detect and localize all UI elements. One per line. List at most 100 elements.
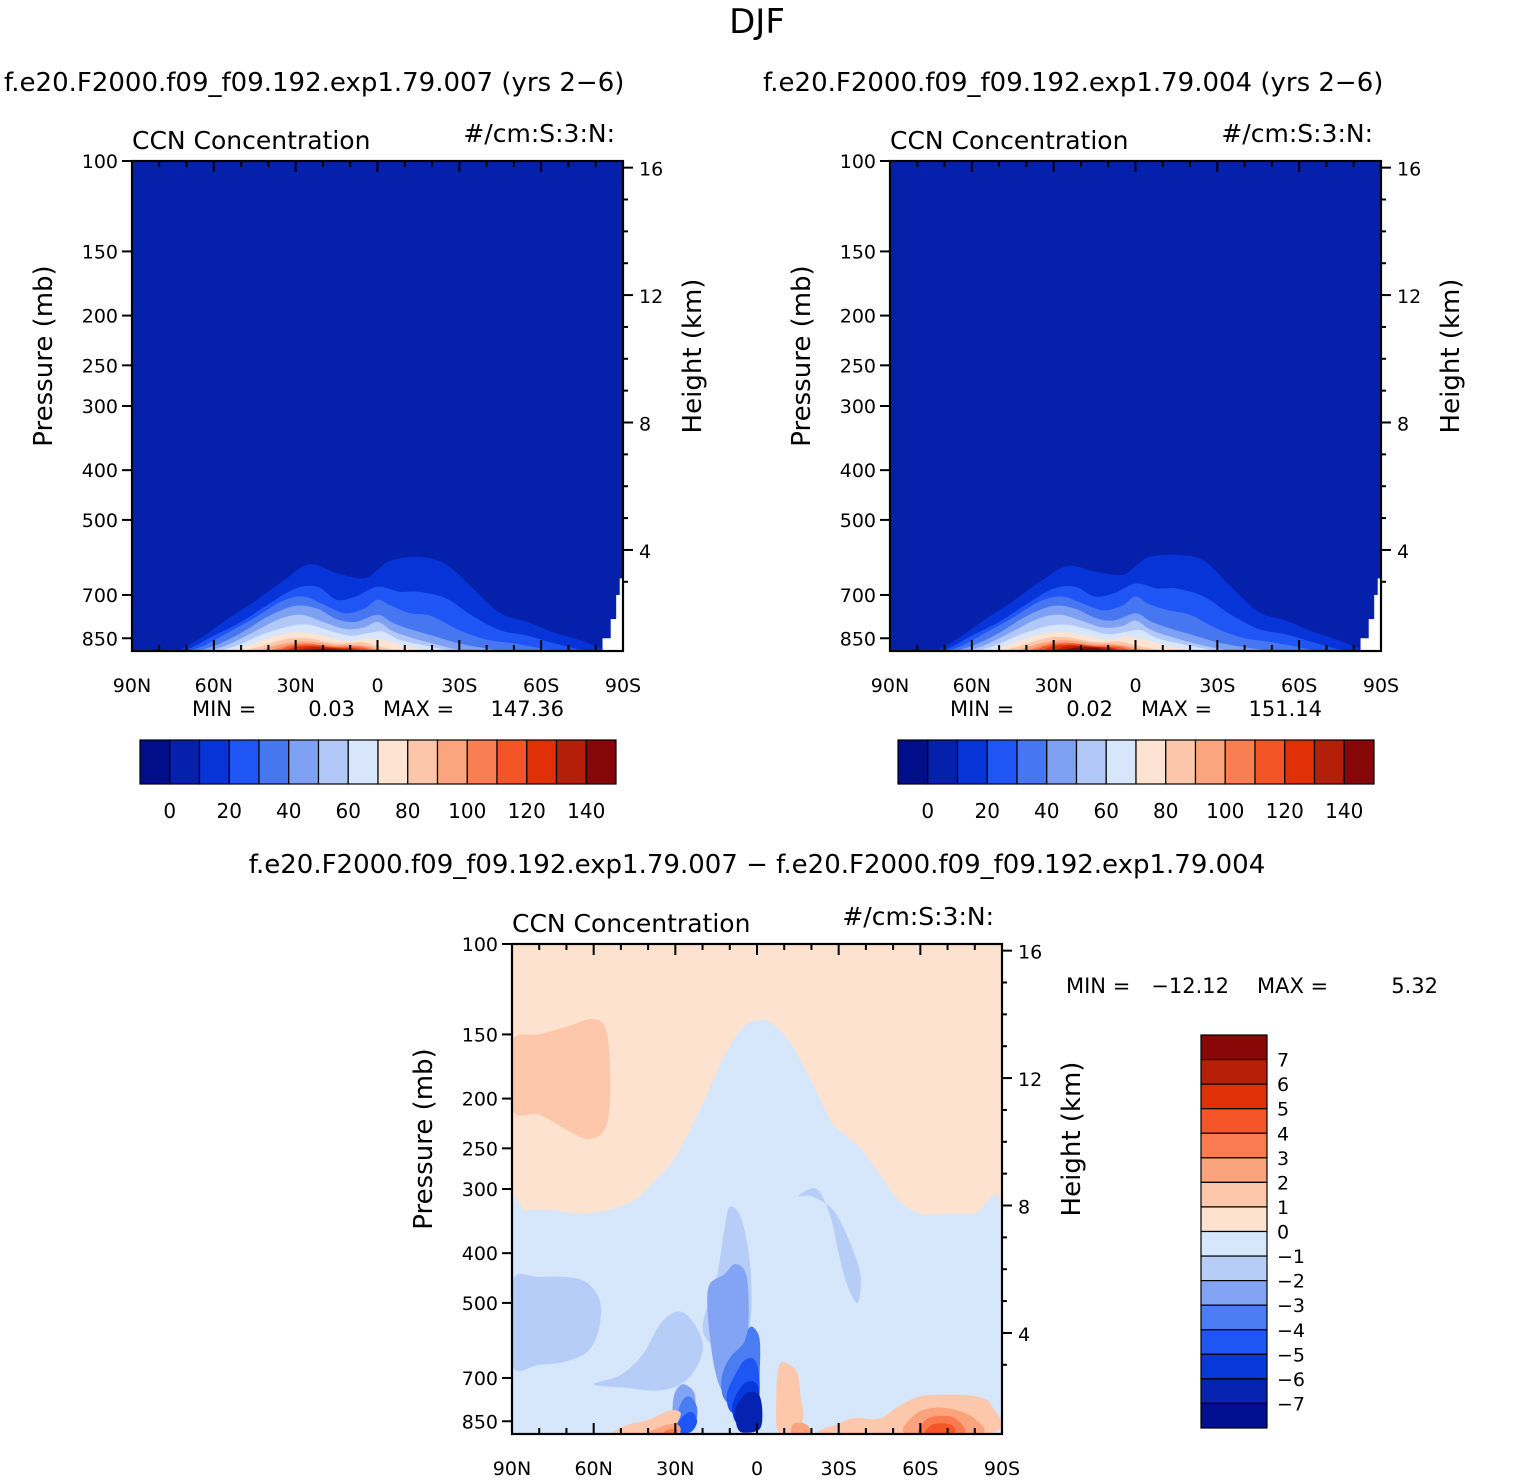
- height-tick-label: 8: [639, 414, 651, 436]
- colorbar-swatch: [1224, 739, 1256, 785]
- colorbar-label: −3: [1277, 1295, 1305, 1317]
- y-tick-label: 700: [840, 585, 876, 607]
- missing-data: [1377, 578, 1381, 651]
- colorbar-swatch: [1194, 739, 1226, 785]
- colorbar-swatch: [1200, 1280, 1268, 1306]
- y-tick-label: 200: [462, 1089, 498, 1111]
- colorbar-label: 140: [1325, 799, 1363, 823]
- y-tick-label: 250: [82, 355, 118, 377]
- colorbar-difference: −7−6 −5−4 −3−2 −10 1 23 45 67: [1200, 1034, 1305, 1429]
- x-tick-label: 60S: [902, 1458, 938, 1480]
- y-tick-label: 150: [462, 1024, 498, 1046]
- colorbar-swatch: [1200, 1378, 1268, 1405]
- max-label: MAX =: [383, 697, 454, 721]
- colorbar-label: −1: [1277, 1246, 1305, 1268]
- colorbar-swatch: [466, 739, 498, 785]
- colorbar-swatch: [1200, 1108, 1268, 1134]
- y-tick-label: 300: [82, 396, 118, 418]
- colorbar-swatch: [317, 739, 349, 785]
- stats-difference: MIN = −12.12 MAX = 5.32: [1066, 974, 1438, 998]
- y-tick-label: 400: [462, 1243, 498, 1265]
- plot-area-difference: [512, 944, 1002, 1434]
- y-tick-label: 400: [840, 460, 876, 482]
- x-tick-label: 90S: [984, 1458, 1020, 1480]
- colorbar-label: 6: [1277, 1074, 1289, 1096]
- contour-band: [512, 1019, 1002, 1434]
- stats-case2: MIN = 0.02 MAX = 151.14: [950, 697, 1322, 721]
- colorbar-swatch: [1105, 739, 1137, 785]
- colorbar-swatch: [258, 739, 290, 785]
- x-tick-label: 30S: [821, 1458, 857, 1480]
- height-tick-label: 4: [1397, 541, 1409, 563]
- contour-band: [734, 1391, 763, 1433]
- x-tick-label: 60S: [1281, 675, 1317, 697]
- colorbar-label: 20: [975, 799, 1000, 823]
- x-tick-label: 90N: [871, 675, 909, 697]
- height-tick-label: 12: [639, 286, 663, 308]
- difference-title: f.e20.F2000.f09_f09.192.exp1.79.007 − f.…: [248, 850, 1266, 880]
- colorbar-label: 0: [1277, 1222, 1289, 1244]
- panel-units: #/cm:S:3:N:: [463, 119, 615, 148]
- y-tick-label: 100: [462, 934, 498, 956]
- missing-data: [616, 594, 623, 651]
- colorbar-swatch: [1313, 739, 1345, 785]
- x-tick-label: 0: [751, 1458, 763, 1480]
- x-tick-label: 0: [371, 675, 383, 697]
- x-tick-label: 30N: [656, 1458, 694, 1480]
- height-tick-label: 12: [1397, 286, 1421, 308]
- colorbar-swatch: [1135, 739, 1167, 785]
- colorbar-swatch: [897, 739, 929, 785]
- colorbar-label: 60: [336, 799, 361, 823]
- colorbar-swatch: [1343, 739, 1375, 785]
- colorbar-label: 100: [448, 799, 486, 823]
- colorbar-case1: 0 20 40 60 80 100 120 140: [139, 739, 617, 823]
- min-label: MIN =: [950, 697, 1014, 721]
- colorbar-swatch: [526, 739, 558, 785]
- panel-units: #/cm:S:3:N:: [842, 902, 994, 931]
- min-label: MIN =: [1066, 974, 1130, 998]
- colorbar-swatch: [288, 739, 320, 785]
- x-tick-label: 30S: [441, 675, 477, 697]
- y-tick-label: 850: [462, 1411, 498, 1433]
- y-axis-label: Pressure (mb): [409, 1048, 439, 1229]
- y-tick-label: 100: [82, 151, 118, 173]
- y-tick-label: 200: [840, 306, 876, 328]
- height-tick-label: 4: [639, 541, 651, 563]
- colorbar-swatch: [496, 739, 528, 785]
- y-axis-label: Pressure (mb): [29, 265, 59, 446]
- colorbar-swatch: [927, 739, 959, 785]
- y-tick-label: 700: [462, 1368, 498, 1390]
- height-tick-label: 16: [1018, 942, 1042, 964]
- y-tick-label: 400: [82, 460, 118, 482]
- colorbar-swatch: [1200, 1034, 1268, 1061]
- panel-case2: 100 150 200 250 300 400 500 700 850 90N 60N 30N 0 30S…: [787, 119, 1466, 697]
- colorbar-label: 120: [508, 799, 546, 823]
- colorbar-swatch: [585, 739, 617, 785]
- colorbar-swatch: [436, 739, 468, 785]
- y-tick-label: 250: [462, 1138, 498, 1160]
- colorbar-swatch: [1075, 739, 1107, 785]
- colorbar-swatch: [1200, 1083, 1268, 1110]
- colorbar-swatch: [377, 739, 409, 785]
- colorbar-label: 3: [1277, 1148, 1289, 1170]
- height-tick-label: 8: [1397, 414, 1409, 436]
- x-tick-label: 60N: [574, 1458, 612, 1480]
- contour-band: [661, 1428, 679, 1434]
- colorbar-label: 80: [1153, 799, 1178, 823]
- colorbar-label: 4: [1277, 1123, 1289, 1145]
- colorbar-label: 40: [1034, 799, 1059, 823]
- colorbar-swatch: [555, 739, 587, 785]
- contour-band: [790, 1422, 811, 1434]
- colorbar-swatch: [956, 739, 988, 785]
- height-tick-label: 16: [639, 159, 663, 181]
- x-tick-label: 30N: [276, 675, 314, 697]
- case1-title: f.e20.F2000.f09_f09.192.exp1.79.007 (yrs…: [4, 68, 625, 98]
- max-label: MAX =: [1141, 697, 1212, 721]
- colorbar-label: −5: [1277, 1344, 1305, 1366]
- y-tick-label: 500: [840, 510, 876, 532]
- x-tick-label: 0: [1129, 675, 1141, 697]
- x-tick-label: 90S: [1363, 675, 1399, 697]
- colorbar-swatch: [139, 739, 171, 785]
- y-tick-label: 500: [82, 510, 118, 532]
